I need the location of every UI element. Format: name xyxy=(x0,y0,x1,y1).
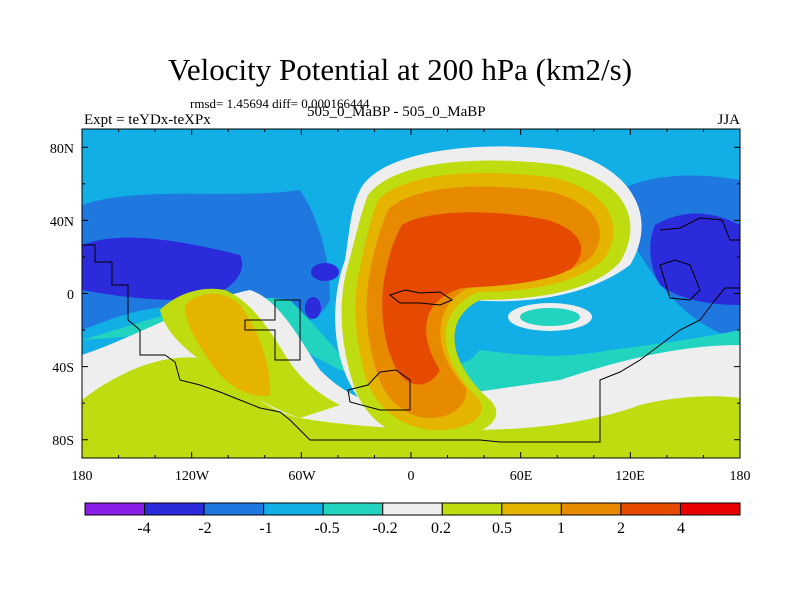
colorbar-swatch xyxy=(144,502,205,516)
colorbar-label: -2 xyxy=(198,520,211,537)
season-label: JJA xyxy=(717,112,740,128)
colorbar-swatch xyxy=(501,502,562,516)
colorbar-label: -0.2 xyxy=(372,520,397,537)
x-tick-label: 60E xyxy=(510,469,533,484)
colorbar-swatch xyxy=(84,502,146,516)
core-darkblue-small-a xyxy=(311,263,339,281)
band-yellowgreen-south xyxy=(82,357,740,458)
coastline-south xyxy=(82,244,740,443)
colorbar-swatch xyxy=(203,502,265,516)
colorbar-label: 1 xyxy=(557,520,565,537)
coastline-south-africa xyxy=(347,369,411,411)
y-tick-label: 40S xyxy=(52,361,74,376)
x-tick-label: 180 xyxy=(72,469,93,484)
y-tick-label: 80N xyxy=(50,142,74,157)
axis-ticks xyxy=(81,129,741,458)
colorbar-swatch xyxy=(620,502,681,516)
y-tick-label: 0 xyxy=(67,288,74,303)
x-tick-label: 0 xyxy=(408,469,415,484)
colorbar-label: -0.5 xyxy=(314,520,339,537)
chart-title: Velocity Potential at 200 hPa (km2/s) xyxy=(167,52,633,87)
core-darkblue-west xyxy=(82,237,243,300)
x-tick-label: 120E xyxy=(615,469,645,484)
colorbar-label: 0.2 xyxy=(431,520,451,537)
colorbar-swatch xyxy=(263,502,324,516)
y-tick-label: 40N xyxy=(50,215,74,230)
colorbar-label: 0.5 xyxy=(492,520,512,537)
colorbar xyxy=(84,502,741,516)
y-tick-label: 80S xyxy=(52,434,74,449)
colorbar-swatch xyxy=(560,502,622,516)
experiment-label: Expt = teYDx-teXPx xyxy=(84,112,211,128)
contour-field xyxy=(82,129,740,458)
x-tick-label: 180 xyxy=(730,469,751,484)
level-2 xyxy=(382,212,582,385)
coastline-east-asia xyxy=(659,217,740,241)
colorbar-label: 2 xyxy=(617,520,625,537)
case-label: 505_0_MaBP - 505_0_MaBP xyxy=(307,104,486,120)
x-tick-label: 120W xyxy=(175,469,210,484)
colorbar-swatch xyxy=(441,502,503,516)
coastline-africa xyxy=(388,289,454,306)
coastline-maritime xyxy=(659,259,701,301)
colorbar-label: 4 xyxy=(677,520,685,537)
stats-line: rmsd= 1.45694 diff= 0.000166444 xyxy=(190,96,370,111)
core-darkblue-small-b xyxy=(305,297,321,319)
colorbar-labels: -4 -2 -1 -0.5 -0.2 0.2 0.5 1 2 4 xyxy=(137,520,685,537)
core-darkblue-east xyxy=(650,213,740,305)
x-tick-label: 60W xyxy=(288,469,316,484)
colorbar-label: -1 xyxy=(259,520,272,537)
colorbar-swatch xyxy=(322,502,384,516)
coastline-andes xyxy=(244,299,301,361)
colorbar-swatch xyxy=(382,502,443,516)
colorbar-swatch xyxy=(679,502,741,516)
pocket-cyan xyxy=(520,308,580,326)
colorbar-label: -4 xyxy=(137,520,150,537)
lobe-sam xyxy=(185,293,271,396)
